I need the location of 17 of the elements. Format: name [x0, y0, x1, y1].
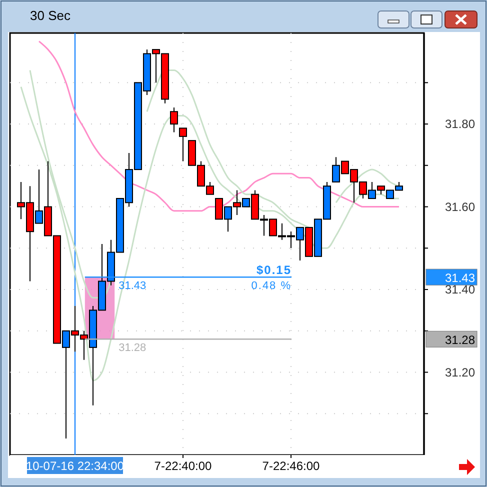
x-tick-label: 7-22:40:00 [154, 459, 212, 473]
ref-line-label: 31.43 [118, 280, 146, 292]
candlestick [170, 106, 178, 133]
y-tick-label: 31.60 [445, 200, 476, 214]
x-tick-label: 7-22:46:00 [262, 459, 320, 473]
text: 31.28 [445, 333, 476, 348]
ref-line-label: 31.28 [118, 342, 146, 354]
y-tick-label: 31.20 [445, 365, 476, 380]
x-tick-label: 10-07-16 22:34:00 [26, 459, 124, 473]
candlestick [179, 128, 187, 162]
annotation: $0.15 [256, 263, 292, 278]
y-tick-label: 31.80 [445, 117, 476, 132]
chart-title: 30 Sec [30, 8, 71, 23]
line-series [38, 40, 400, 212]
annotation: 0.48 % [251, 280, 292, 292]
y-tick-label: 31.40 [445, 282, 476, 297]
text: 31.43 [445, 271, 476, 286]
